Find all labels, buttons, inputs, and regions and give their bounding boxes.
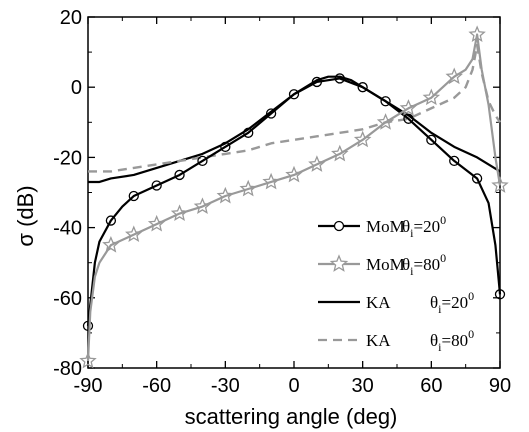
- star-marker: [491, 176, 509, 193]
- circle-marker: [426, 134, 437, 146]
- star-marker: [285, 165, 303, 183]
- x-tick-label: 0: [288, 375, 299, 397]
- legend-item-0: MoMθi=200: [318, 213, 446, 240]
- star-marker: [331, 144, 349, 162]
- star-marker: [422, 88, 441, 106]
- y-tick-label: -20: [53, 147, 82, 169]
- series-line-3: [88, 43, 502, 173]
- star-marker: [353, 130, 372, 148]
- star-marker: [262, 172, 280, 190]
- star-marker: [125, 225, 143, 243]
- circle-marker: [334, 73, 345, 84]
- circle-marker: [82, 320, 94, 332]
- legend-item-2: KA θi=200: [318, 289, 474, 316]
- legend-item-1: MoMθi=800: [318, 251, 446, 278]
- legend-star-marker: [329, 254, 349, 272]
- y-axis-label: σ (dB): [13, 185, 38, 246]
- circle-marker: [265, 108, 277, 119]
- star-marker: [239, 179, 257, 197]
- x-tick-label: -30: [211, 375, 240, 397]
- series-layer: [79, 25, 509, 369]
- circle-marker: [449, 155, 460, 167]
- series-line-1: [86, 33, 502, 362]
- y-tick-label: -60: [53, 288, 82, 310]
- circle-marker: [357, 82, 368, 93]
- star-marker: [399, 99, 418, 116]
- circle-marker: [105, 215, 117, 226]
- x-axis-label: scattering angle (deg): [185, 404, 398, 429]
- circle-marker: [471, 173, 483, 184]
- circle-marker: [197, 155, 208, 167]
- star-marker: [193, 197, 212, 214]
- legend-label: KA θi=800: [366, 327, 474, 354]
- circle-marker: [380, 96, 391, 107]
- star-marker: [376, 113, 395, 130]
- star-marker: [445, 67, 463, 85]
- star-marker: [147, 214, 166, 232]
- series-line-2: [88, 75, 501, 184]
- star-marker: [170, 204, 189, 221]
- tick-labels: -90 -60 -30 0 30 60 90 20 0 -20 -40 -60 -80: [53, 7, 511, 397]
- star-marker: [79, 351, 97, 369]
- circle-marker: [174, 169, 185, 181]
- circle-marker: [311, 76, 323, 88]
- y-tick-label: -80: [53, 358, 82, 380]
- y-tick-label: -40: [53, 218, 82, 240]
- circle-marker: [288, 89, 300, 100]
- star-marker: [468, 25, 486, 42]
- circle-marker: [220, 141, 231, 153]
- star-marker: [216, 186, 235, 204]
- y-tick-label: 0: [71, 77, 82, 99]
- legend-item-3: KA θi=800: [318, 327, 474, 354]
- legend-label: MoMθi=200: [366, 213, 446, 240]
- star-marker: [102, 235, 120, 253]
- legend-circle-marker: [333, 220, 345, 232]
- circle-marker: [403, 113, 414, 124]
- y-tick-label: 20: [60, 7, 82, 29]
- legend-label: MoMθi=800: [366, 251, 446, 278]
- x-tick-label: 30: [352, 375, 374, 397]
- star-marker: [308, 155, 326, 172]
- circle-marker: [494, 289, 506, 300]
- circle-marker: [128, 190, 139, 202]
- series-line-0: [86, 77, 502, 326]
- x-tick-label: -90: [74, 375, 103, 397]
- x-tick-label: -60: [142, 375, 171, 397]
- x-tick-label: 90: [489, 375, 511, 397]
- circle-marker: [151, 180, 162, 191]
- legend: MoMθi=200 MoMθi=800 KA θi=200 KA θi=800: [318, 213, 474, 354]
- legend-label: KA θi=200: [366, 289, 474, 316]
- circle-marker: [243, 127, 254, 138]
- x-tick-label: 60: [420, 375, 442, 397]
